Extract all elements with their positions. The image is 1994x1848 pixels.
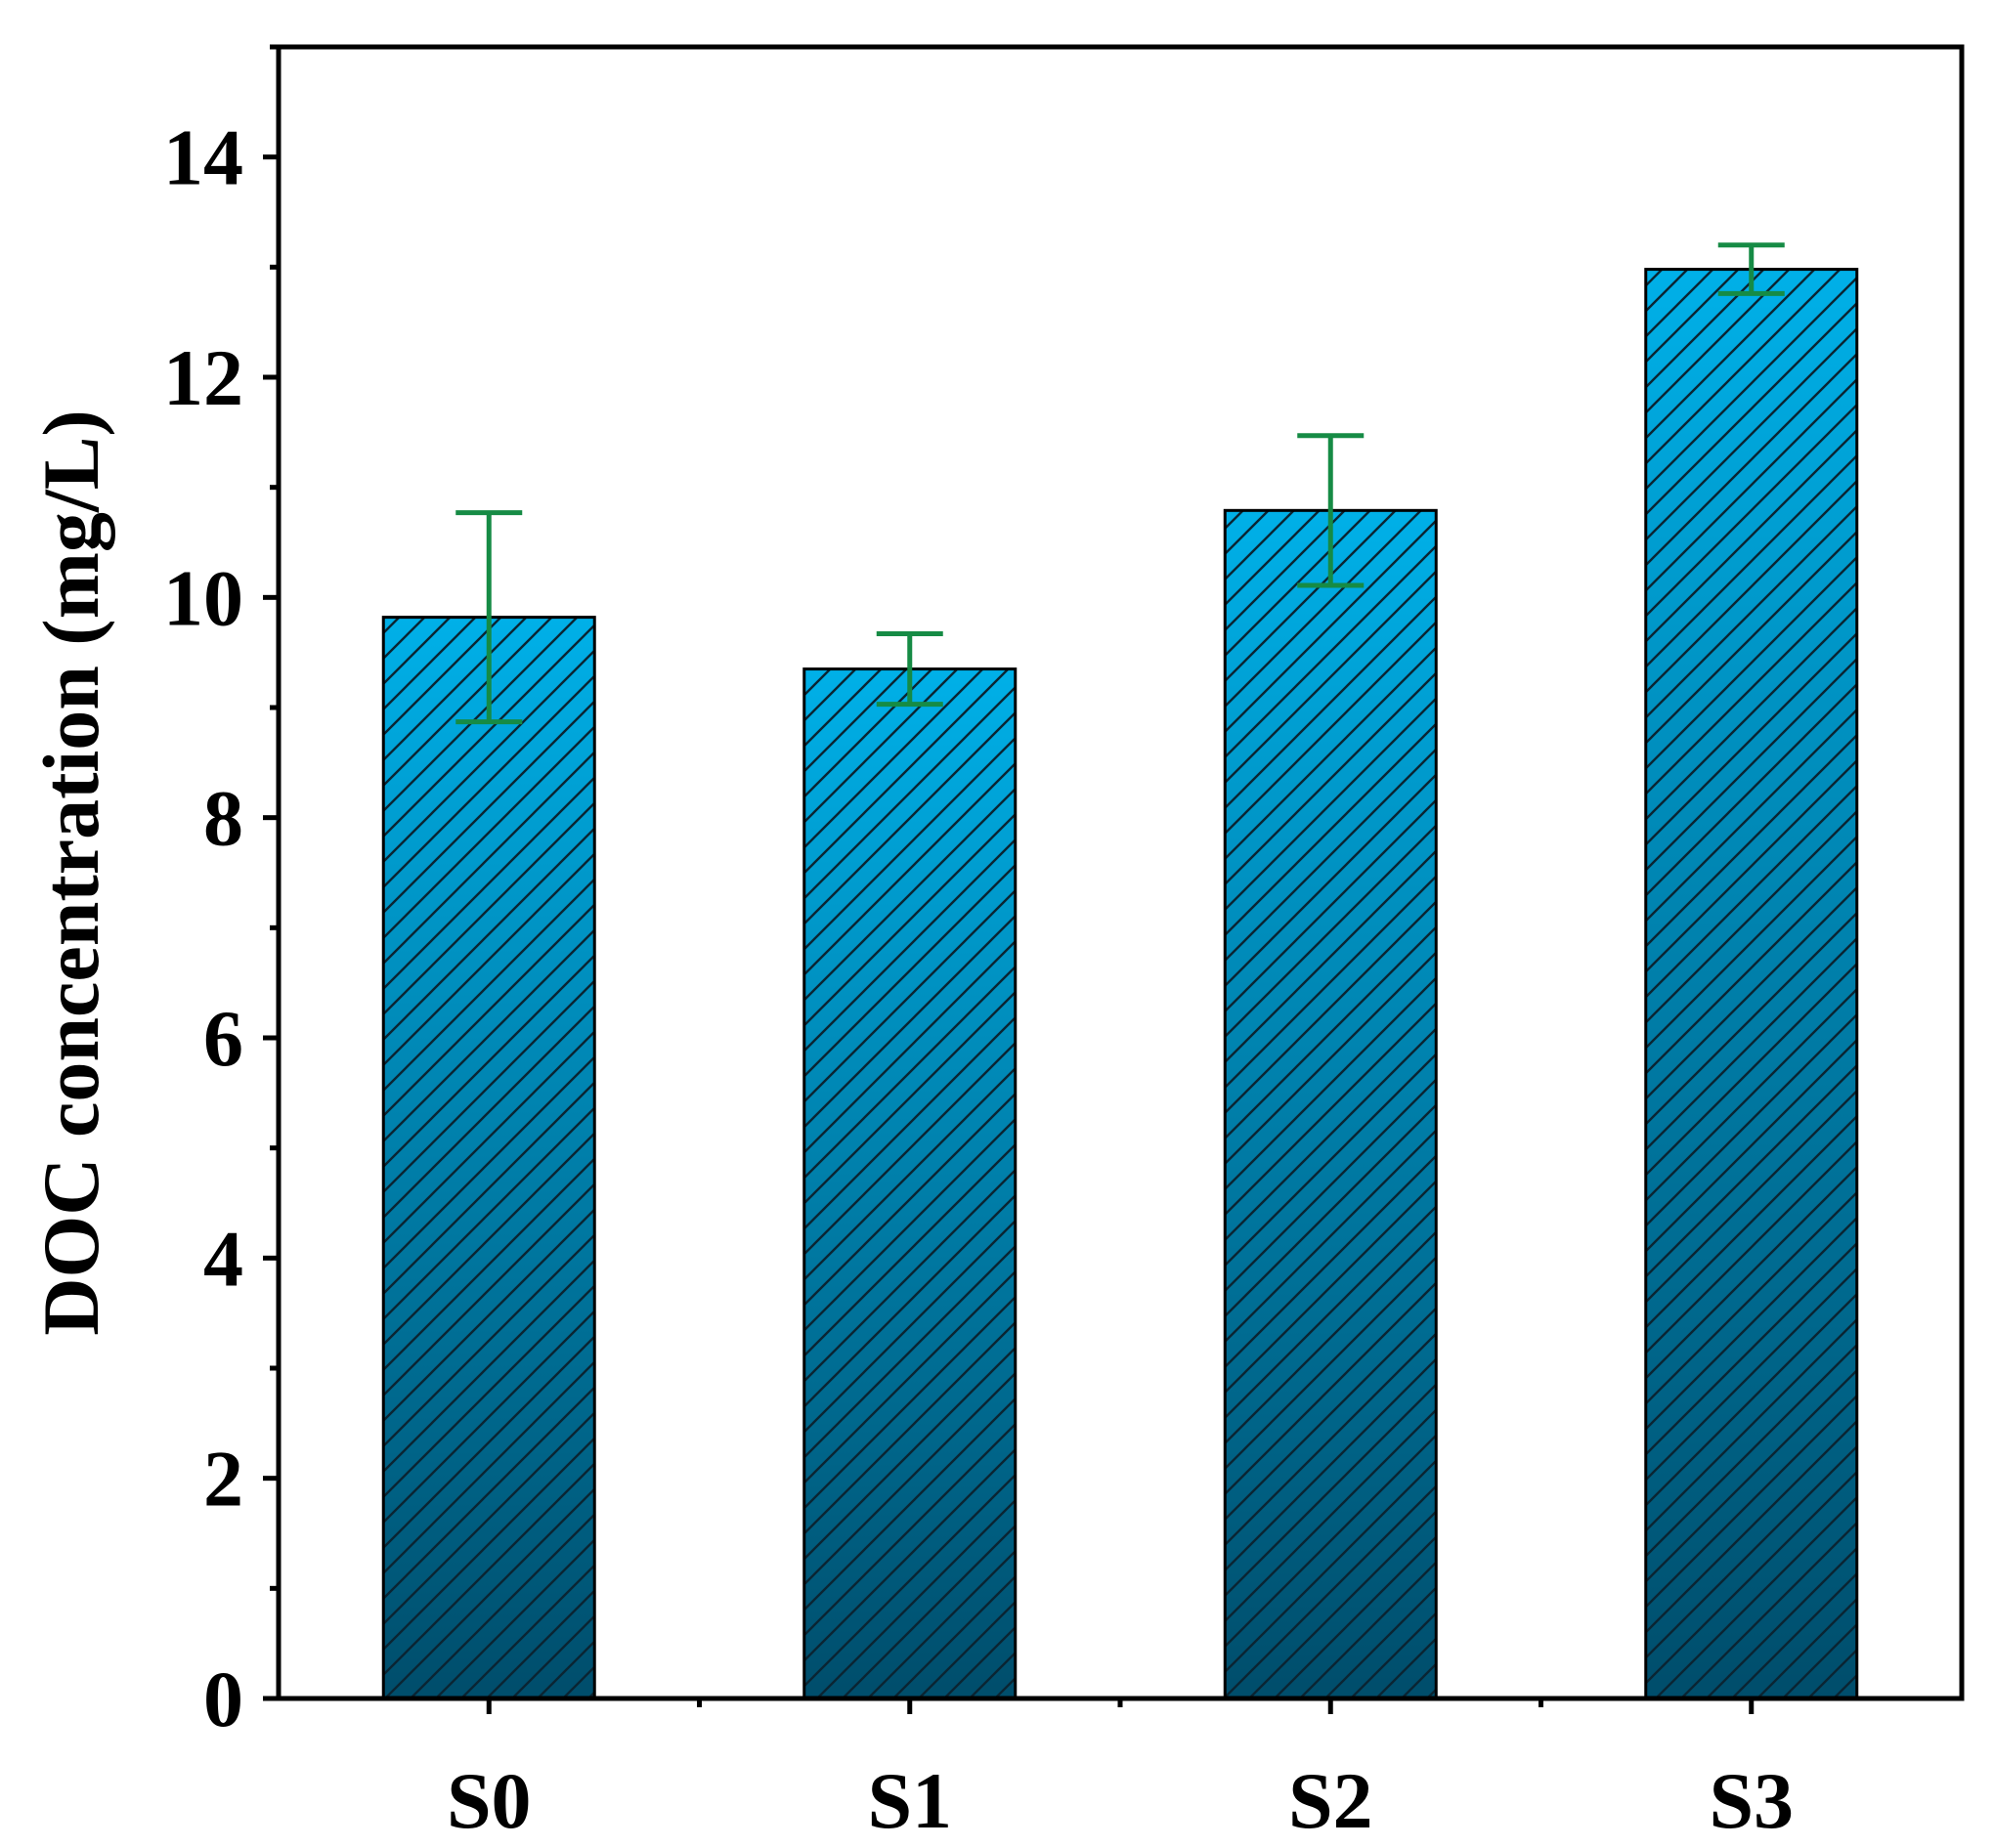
y-tick-label: 2 xyxy=(203,1435,243,1524)
x-tick-label: S1 xyxy=(867,1756,952,1845)
y-tick-label: 14 xyxy=(163,113,243,202)
y-axis-title: DOC concentration (mg/L) xyxy=(26,409,115,1335)
error-bars-group xyxy=(455,242,1785,725)
x-tick-label: S0 xyxy=(447,1756,532,1845)
bar-s0 xyxy=(381,616,596,1700)
y-tick-label: 0 xyxy=(203,1655,243,1743)
bars-group xyxy=(381,268,1859,1700)
bar-hatch xyxy=(1223,508,1438,1700)
bar-hatch xyxy=(1644,268,1859,1700)
y-tick-label: 4 xyxy=(203,1214,243,1303)
y-tick-label: 6 xyxy=(203,994,243,1083)
bar-s2 xyxy=(1223,508,1438,1700)
y-tick-label: 10 xyxy=(163,553,243,642)
error-bar-s1 xyxy=(876,631,943,708)
error-bar-s3 xyxy=(1717,242,1785,296)
x-axis-ticks: S0 S1 S2 S3 xyxy=(447,1698,1794,1845)
error-bar-s0 xyxy=(455,510,523,725)
y-tick-label: 12 xyxy=(163,333,243,422)
x-tick-label: S3 xyxy=(1709,1756,1794,1845)
x-tick-label: S2 xyxy=(1288,1756,1373,1845)
error-bar-s2 xyxy=(1297,433,1365,588)
bar-hatch xyxy=(381,616,596,1700)
bar-s3 xyxy=(1644,268,1859,1700)
y-axis-ticks: 0 2 4 6 8 10 12 14 xyxy=(163,44,279,1743)
y-tick-label: 8 xyxy=(203,774,243,863)
bar-s1 xyxy=(802,667,1018,1700)
bar-hatch xyxy=(802,667,1018,1700)
